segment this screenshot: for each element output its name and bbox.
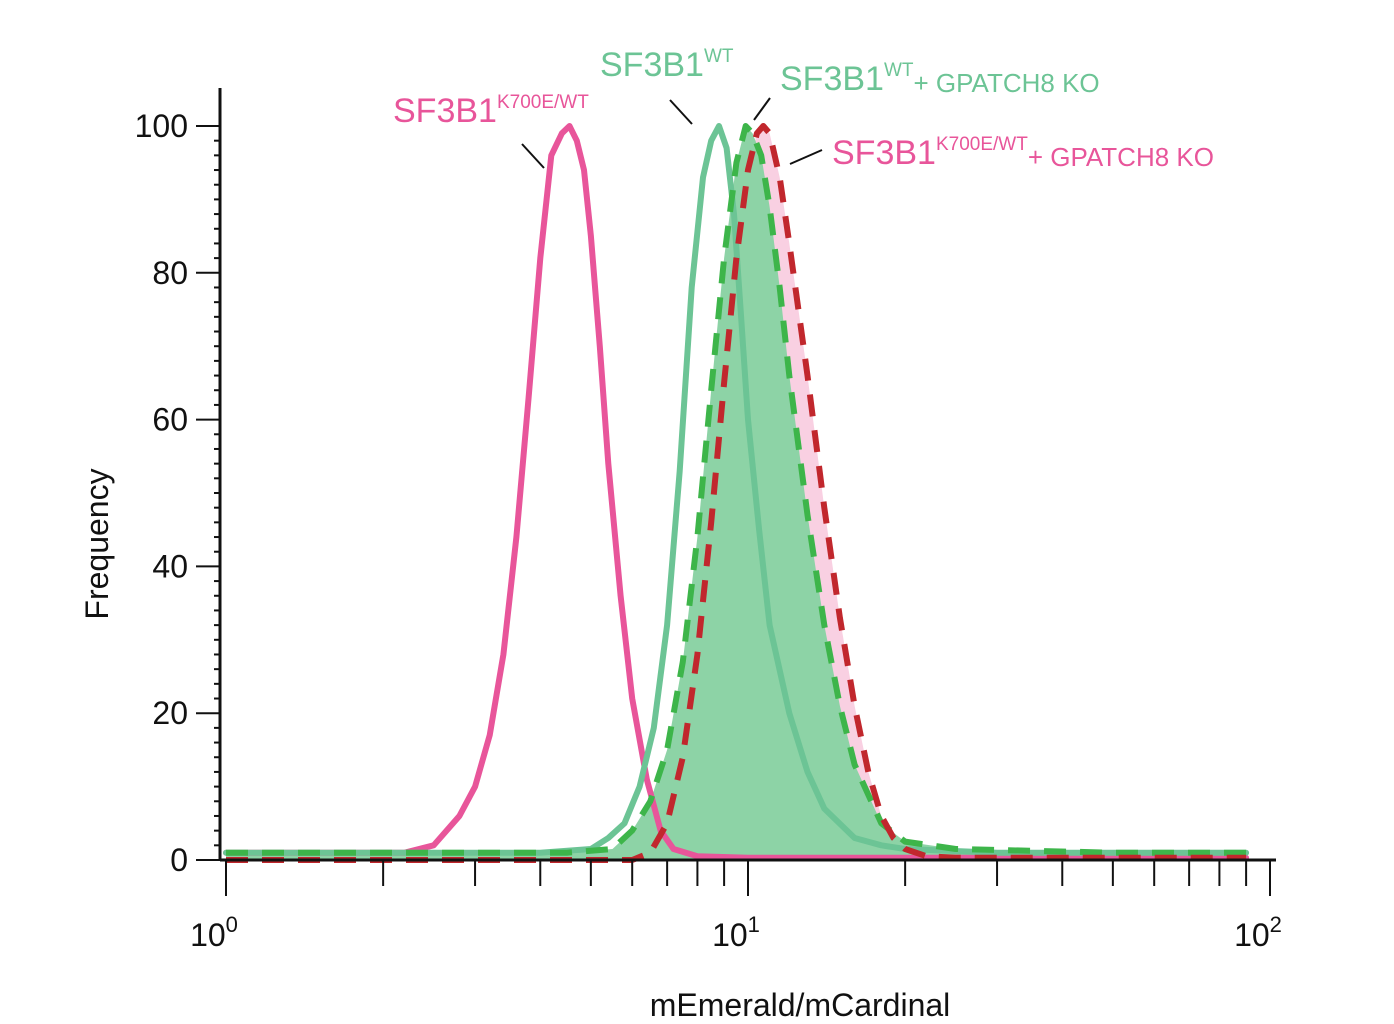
annotation-leader-k700e_gpatch8 <box>789 149 823 165</box>
x-tick-exponent: 2 <box>1270 912 1282 937</box>
annotation-superscript: WT <box>704 46 734 67</box>
annotation-main: SF3B1 <box>780 60 884 98</box>
annotation-superscript: K700E/WT <box>497 92 589 113</box>
y-tick-label: 20 <box>152 695 188 731</box>
annotation-k700e: SF3B1K700E/WT <box>393 92 589 130</box>
series-lines <box>223 123 1250 863</box>
series-line-k700e <box>223 123 1250 861</box>
y-tick-label: 40 <box>152 548 188 584</box>
annotation-superscript: K700E/WT <box>936 134 1028 155</box>
annotation-suffix: + GPATCH8 KO <box>914 68 1100 98</box>
annotation-leader-k700e <box>521 143 545 169</box>
y-tick-label: 0 <box>170 842 188 878</box>
y-tick-label: 80 <box>152 255 188 291</box>
y-tick-label: 60 <box>152 402 188 438</box>
annotation-suffix: + GPATCH8 KO <box>1028 142 1214 172</box>
annotation-wt_gpatch8: SF3B1WT+ GPATCH8 KO <box>780 60 1100 98</box>
y-axis-title: Frequency <box>79 468 115 619</box>
x-tick-exponent: 0 <box>226 912 238 937</box>
x-tick-base: 10 <box>1234 917 1270 953</box>
x-tick-label: 102 <box>1234 912 1282 953</box>
annotation-superscript: WT <box>884 60 914 81</box>
x-axis-title: mEmerald/mCardinal <box>650 987 951 1023</box>
annotation-wt: SF3B1WT <box>600 46 734 84</box>
annotation-main: SF3B1 <box>393 92 497 130</box>
x-tick-label: 101 <box>712 912 760 953</box>
annotation-k700e_gpatch8: SF3B1K700E/WT+ GPATCH8 KO <box>832 134 1214 172</box>
y-tick-label: 100 <box>135 108 188 144</box>
x-tick-label: 100 <box>190 912 238 953</box>
series-line-wt <box>223 123 1250 856</box>
x-tick-base: 10 <box>190 917 226 953</box>
series-line-wt_gpatch8 <box>226 123 1247 856</box>
annotation-main: SF3B1 <box>600 46 704 84</box>
annotation-leader-wt_gpatch8 <box>753 97 771 121</box>
x-tick-exponent: 1 <box>748 912 760 937</box>
series-fill-wt_gpatch8 <box>226 126 1247 860</box>
x-tick-base: 10 <box>712 917 748 953</box>
series-fills <box>226 126 1247 860</box>
annotation-leader-wt <box>669 99 693 125</box>
annotation-main: SF3B1 <box>832 134 936 172</box>
